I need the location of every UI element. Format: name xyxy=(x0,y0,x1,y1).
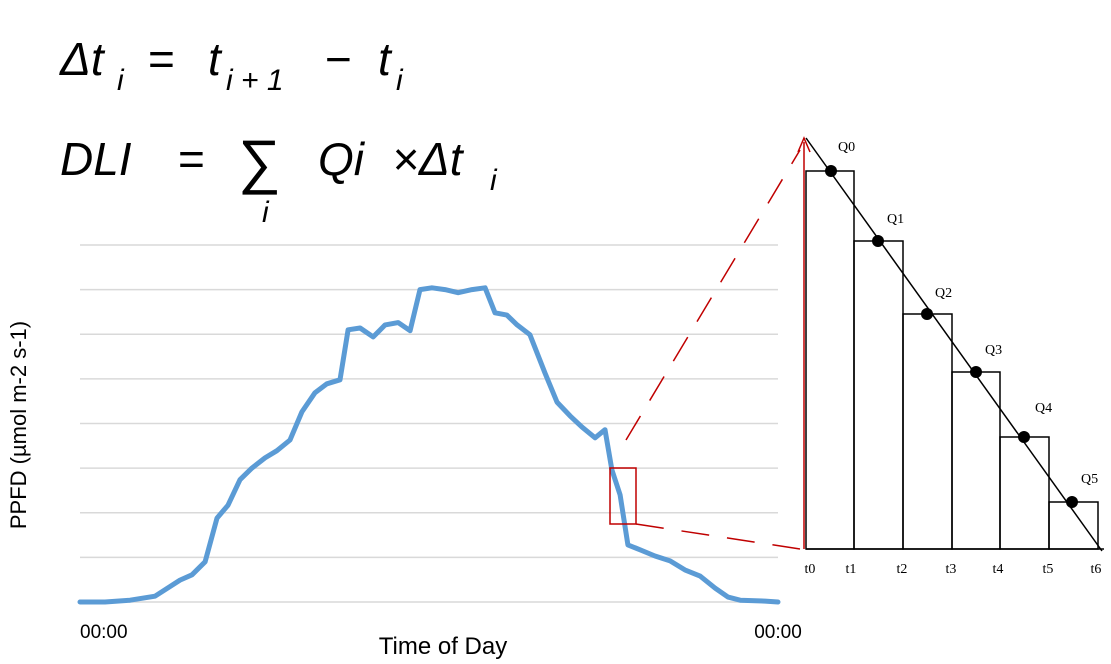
formula-operator: − xyxy=(325,33,352,85)
inset-arrow xyxy=(797,136,811,153)
q-label: Q2 xyxy=(935,286,952,301)
inset-bar xyxy=(853,240,904,550)
zoom-line xyxy=(625,149,801,441)
formula-term: DLI xyxy=(60,133,132,185)
x-tick-label: 00:00 xyxy=(80,622,128,643)
t-label: t1 xyxy=(846,562,857,577)
x-tick-label: 00:00 xyxy=(754,622,802,643)
data-line xyxy=(77,285,781,605)
formula-term: ×Δt xyxy=(392,133,465,185)
inset-point xyxy=(970,366,982,378)
inset-point xyxy=(1018,431,1030,443)
zoom-box xyxy=(609,467,637,525)
t-label: t6 xyxy=(1091,562,1102,577)
zoom-line xyxy=(635,523,801,550)
formula-term: Δt xyxy=(59,33,106,85)
formula-term: t xyxy=(378,33,393,85)
inset xyxy=(805,137,1104,552)
inset-points xyxy=(825,165,1078,508)
formula-term: Qi xyxy=(318,133,366,185)
q-label: Q4 xyxy=(1035,401,1052,416)
inset-trend xyxy=(805,137,1103,552)
q-label: Q1 xyxy=(887,212,904,227)
inset-point xyxy=(921,308,933,320)
q-label: Q3 xyxy=(985,343,1002,358)
formula-operator: = xyxy=(178,133,205,185)
inset-bar xyxy=(902,313,953,550)
t-label: t0 xyxy=(805,562,816,577)
formula-under: i xyxy=(262,196,270,229)
formula-subscript: i xyxy=(117,64,125,97)
inset-bar xyxy=(1048,501,1099,550)
t-label: t5 xyxy=(1043,562,1054,577)
inset-point xyxy=(1066,496,1078,508)
x-axis-label: Time of Day xyxy=(379,633,507,660)
inset-point xyxy=(825,165,837,177)
q-label: Q0 xyxy=(838,140,855,155)
y-axis-label: PPFD (µmol m-2 s-1) xyxy=(6,321,31,529)
formula-operator: = xyxy=(148,33,175,85)
inset-bar xyxy=(805,170,855,550)
inset-bar xyxy=(999,436,1050,550)
inset-point xyxy=(872,235,884,247)
formula-subscript: i xyxy=(490,164,498,197)
formula-term: t xyxy=(208,33,223,85)
q-label: Q5 xyxy=(1081,472,1098,487)
t-label: t3 xyxy=(946,562,957,577)
formula-sum: ∑ xyxy=(238,128,281,195)
formula-subscript: i xyxy=(396,64,404,97)
t-label: t4 xyxy=(993,562,1004,577)
formula-subscript: i + 1 xyxy=(226,64,284,97)
t-label: t2 xyxy=(897,562,908,577)
